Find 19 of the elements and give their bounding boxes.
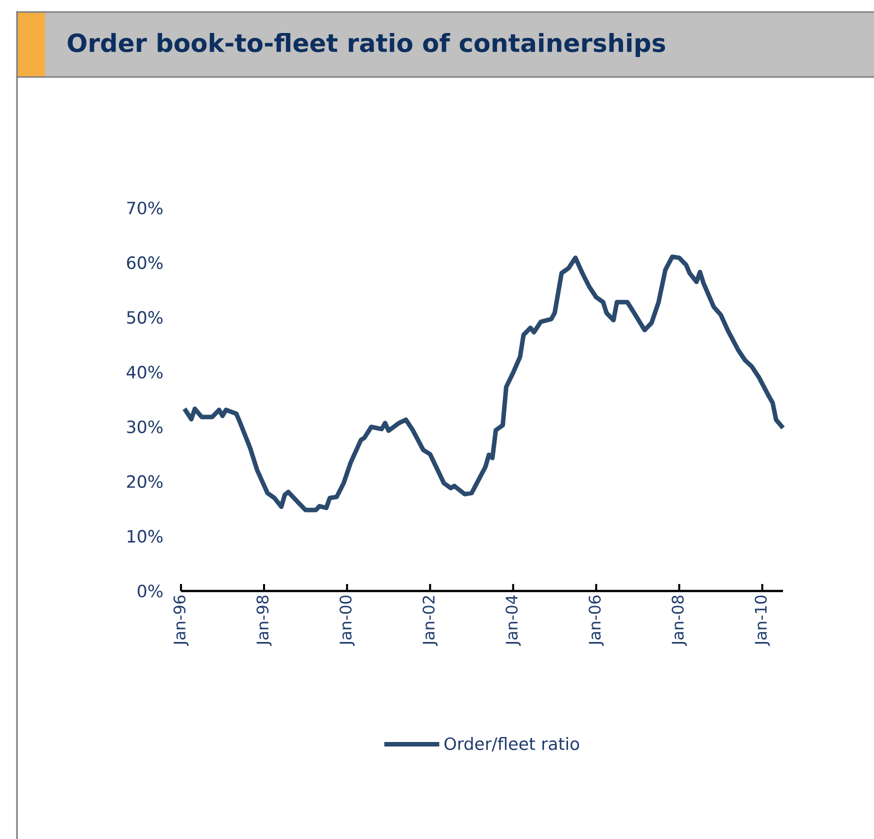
y-tick-label: 50% — [127, 311, 163, 324]
chart-title: Order book-to-fleet ratio of containerships — [68, 32, 666, 58]
line-series — [182, 254, 786, 512]
x-tick-label: Jan-06 — [588, 596, 604, 646]
x-tick-label: Jan-00 — [340, 596, 355, 646]
x-tick-label: Jan-04 — [506, 595, 521, 646]
y-tick-label: 20% — [127, 475, 163, 488]
y-tick-label: 10% — [128, 530, 163, 543]
y-tick-label: 0% — [138, 584, 163, 598]
y-tick-label: 30% — [127, 420, 163, 434]
legend-label: Order/fleet ratio — [444, 737, 580, 752]
x-tick-label: Jan-98 — [256, 596, 272, 646]
x-tick-label: Jan-02 — [422, 596, 438, 646]
y-tick-label: 40% — [126, 366, 163, 379]
x-tick-label: Jan-10 — [754, 596, 770, 646]
y-tick-label: 60% — [127, 256, 163, 270]
y-tick-label: 70% — [127, 202, 163, 214]
x-tick-label: Jan-08 — [672, 596, 687, 646]
x-tick-label: Jan-96 — [173, 596, 189, 646]
